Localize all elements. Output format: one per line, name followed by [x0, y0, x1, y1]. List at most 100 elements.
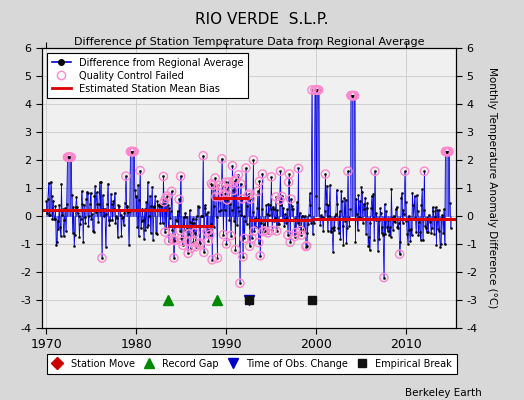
Point — [66, 154, 74, 160]
Point — [258, 171, 267, 177]
Point — [302, 243, 311, 249]
Point — [311, 87, 319, 93]
Point — [170, 238, 179, 244]
Point — [264, 230, 272, 236]
Point — [267, 174, 276, 180]
Point — [245, 243, 254, 250]
Point — [227, 232, 235, 239]
Point — [223, 197, 231, 203]
Point — [219, 183, 227, 190]
Point — [128, 148, 136, 155]
Text: Berkeley Earth: Berkeley Earth — [406, 388, 482, 398]
Point — [254, 188, 262, 194]
Title: Difference of Station Temperature Data from Regional Average: Difference of Station Temperature Data f… — [74, 37, 424, 47]
Point — [351, 92, 359, 99]
Legend: Station Move, Record Gap, Time of Obs. Change, Empirical Break: Station Move, Record Gap, Time of Obs. C… — [47, 354, 457, 374]
Point — [222, 179, 230, 186]
Point — [208, 256, 216, 263]
Point — [311, 87, 320, 93]
Point — [236, 280, 244, 286]
Point — [214, 182, 222, 189]
Point — [250, 228, 258, 234]
Point — [127, 148, 135, 155]
Point — [314, 87, 322, 93]
Point — [401, 168, 409, 174]
Point — [276, 197, 284, 204]
Point — [168, 188, 176, 194]
Point — [128, 148, 137, 155]
Point — [63, 154, 72, 160]
Point — [183, 238, 192, 244]
Point — [206, 232, 214, 238]
Point — [396, 251, 404, 258]
Point — [66, 154, 74, 160]
Point — [255, 178, 264, 184]
Point — [283, 232, 292, 238]
Point — [261, 228, 269, 234]
Point — [191, 230, 199, 236]
Point — [441, 148, 450, 155]
Point — [249, 157, 258, 163]
Point — [236, 180, 245, 187]
Point — [177, 173, 185, 180]
Point — [65, 154, 73, 160]
Point — [290, 233, 299, 240]
Text: RIO VERDE  S.L.P.: RIO VERDE S.L.P. — [195, 12, 329, 27]
Y-axis label: Monthly Temperature Anomaly Difference (°C): Monthly Temperature Anomaly Difference (… — [487, 67, 497, 309]
Point — [205, 227, 213, 233]
Point — [420, 168, 429, 174]
Point — [286, 239, 294, 246]
Point — [370, 168, 379, 174]
Point — [231, 246, 239, 253]
Point — [159, 173, 168, 180]
Point — [443, 148, 452, 155]
Point — [349, 92, 357, 99]
Point — [217, 156, 226, 162]
Point — [209, 182, 217, 188]
Point — [216, 194, 225, 200]
Point — [347, 92, 356, 99]
Point — [238, 196, 246, 202]
Point — [248, 235, 256, 241]
Point — [170, 255, 178, 261]
Point — [272, 194, 280, 200]
Point — [211, 175, 220, 181]
Point — [297, 232, 305, 238]
Point — [184, 250, 192, 256]
Point — [129, 148, 138, 155]
Point — [229, 187, 237, 194]
Point — [234, 172, 243, 178]
Point — [287, 196, 295, 202]
Point — [187, 245, 195, 252]
Point — [220, 191, 228, 198]
Point — [344, 168, 352, 174]
Point — [126, 148, 135, 155]
Point — [169, 236, 177, 243]
Point — [136, 167, 144, 174]
Point — [67, 154, 75, 160]
Point — [255, 240, 263, 246]
Point — [232, 176, 241, 182]
Point — [302, 243, 310, 250]
Point — [224, 179, 233, 185]
Point — [64, 154, 72, 160]
Point — [212, 194, 220, 200]
Point — [189, 239, 198, 245]
Point — [445, 148, 453, 155]
Point — [200, 249, 208, 256]
Point — [245, 191, 253, 197]
Point — [196, 240, 204, 246]
Point — [443, 148, 451, 155]
Point — [175, 196, 183, 202]
Point — [177, 235, 185, 242]
Point — [321, 171, 330, 177]
Point — [285, 171, 293, 177]
Point — [292, 229, 300, 236]
Point — [314, 87, 323, 93]
Point — [161, 195, 170, 202]
Point — [272, 228, 281, 234]
Point — [122, 173, 130, 179]
Point — [203, 228, 211, 235]
Point — [444, 148, 453, 155]
Point — [224, 186, 232, 192]
